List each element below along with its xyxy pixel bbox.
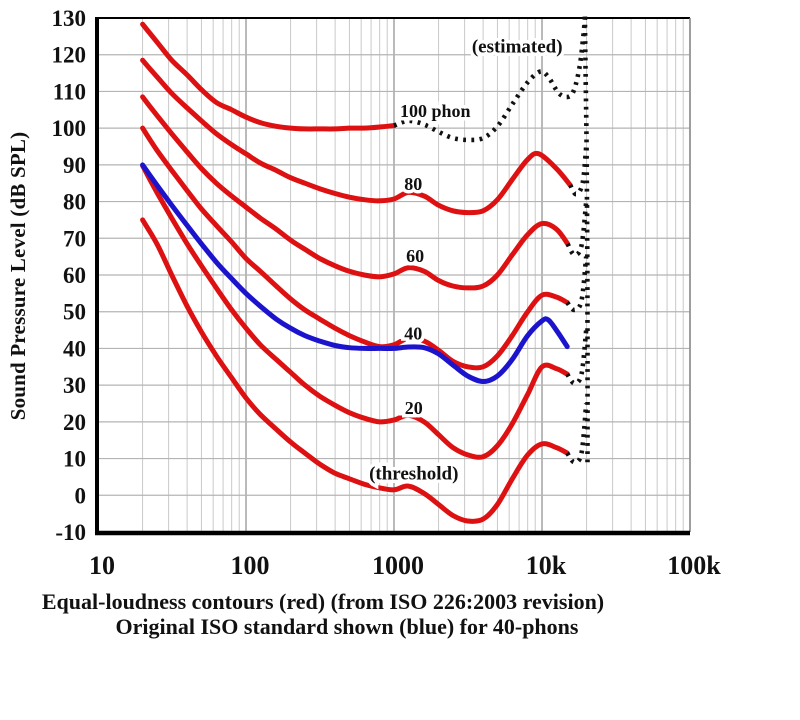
curve-estimated-ext-threshold (565, 403, 589, 465)
x-tick-label: 10 (89, 551, 115, 580)
x-tick-label: 1000 (372, 551, 424, 580)
x-tick-label: 10k (526, 551, 567, 580)
label-threshold: (threshold) (369, 464, 458, 485)
curve-estimated-ext-60 (565, 201, 589, 258)
label-estimated: (estimated) (472, 37, 563, 58)
x-tick-label: 100 (231, 551, 270, 580)
curve-estimated-ext-20 (565, 329, 589, 386)
y-tick-label: 50 (63, 300, 86, 325)
y-tick-label: 80 (63, 190, 86, 215)
x-tick-label: 100k (667, 551, 721, 580)
y-tick-label: 70 (63, 226, 86, 251)
label-20: 20 (405, 398, 423, 418)
y-tick-label: 100 (52, 116, 87, 141)
curve-threshold (140, 217, 570, 524)
curve-contour-20-phon (140, 163, 570, 460)
curve-contour-60-phon (140, 94, 571, 291)
curve-estimated-hf-limit (582, 16, 590, 463)
y-tick-label: 20 (63, 410, 86, 435)
y-tick-label: 130 (52, 6, 87, 31)
curve-estimated-ext-80 (568, 146, 589, 197)
y-tick-label: 40 (63, 336, 86, 361)
y-tick-label: 10 (63, 447, 86, 472)
curve-original-iso-40-phon (140, 162, 570, 385)
y-tick-label: 110 (53, 79, 86, 104)
y-tick-label: 0 (75, 483, 87, 508)
y-tick-label: 60 (63, 263, 86, 288)
label-40: 40 (404, 323, 422, 343)
curve-contour-40-phon (140, 125, 570, 371)
curve-contour-100-phon (140, 21, 397, 132)
caption-line-1: Equal-loudness contours (red) (from ISO … (41, 589, 605, 614)
curve-estimated-100-phon (393, 14, 588, 143)
label-100-phon: 100 phon (400, 101, 471, 121)
y-tick-label: 120 (52, 43, 87, 68)
label-80: 80 (404, 174, 422, 194)
y-axis-title: Sound Pressure Level (dB SPL) (6, 131, 30, 421)
y-tick-label: 30 (63, 373, 86, 398)
curve-contour-80-phon (140, 57, 573, 216)
label-60: 60 (406, 246, 424, 266)
caption-line-2: Original ISO standard shown (blue) for 4… (115, 614, 579, 639)
curve-estimated-ext-40 (565, 256, 589, 313)
y-tick-label: 90 (63, 153, 86, 178)
y-tick-label: -10 (55, 520, 86, 545)
